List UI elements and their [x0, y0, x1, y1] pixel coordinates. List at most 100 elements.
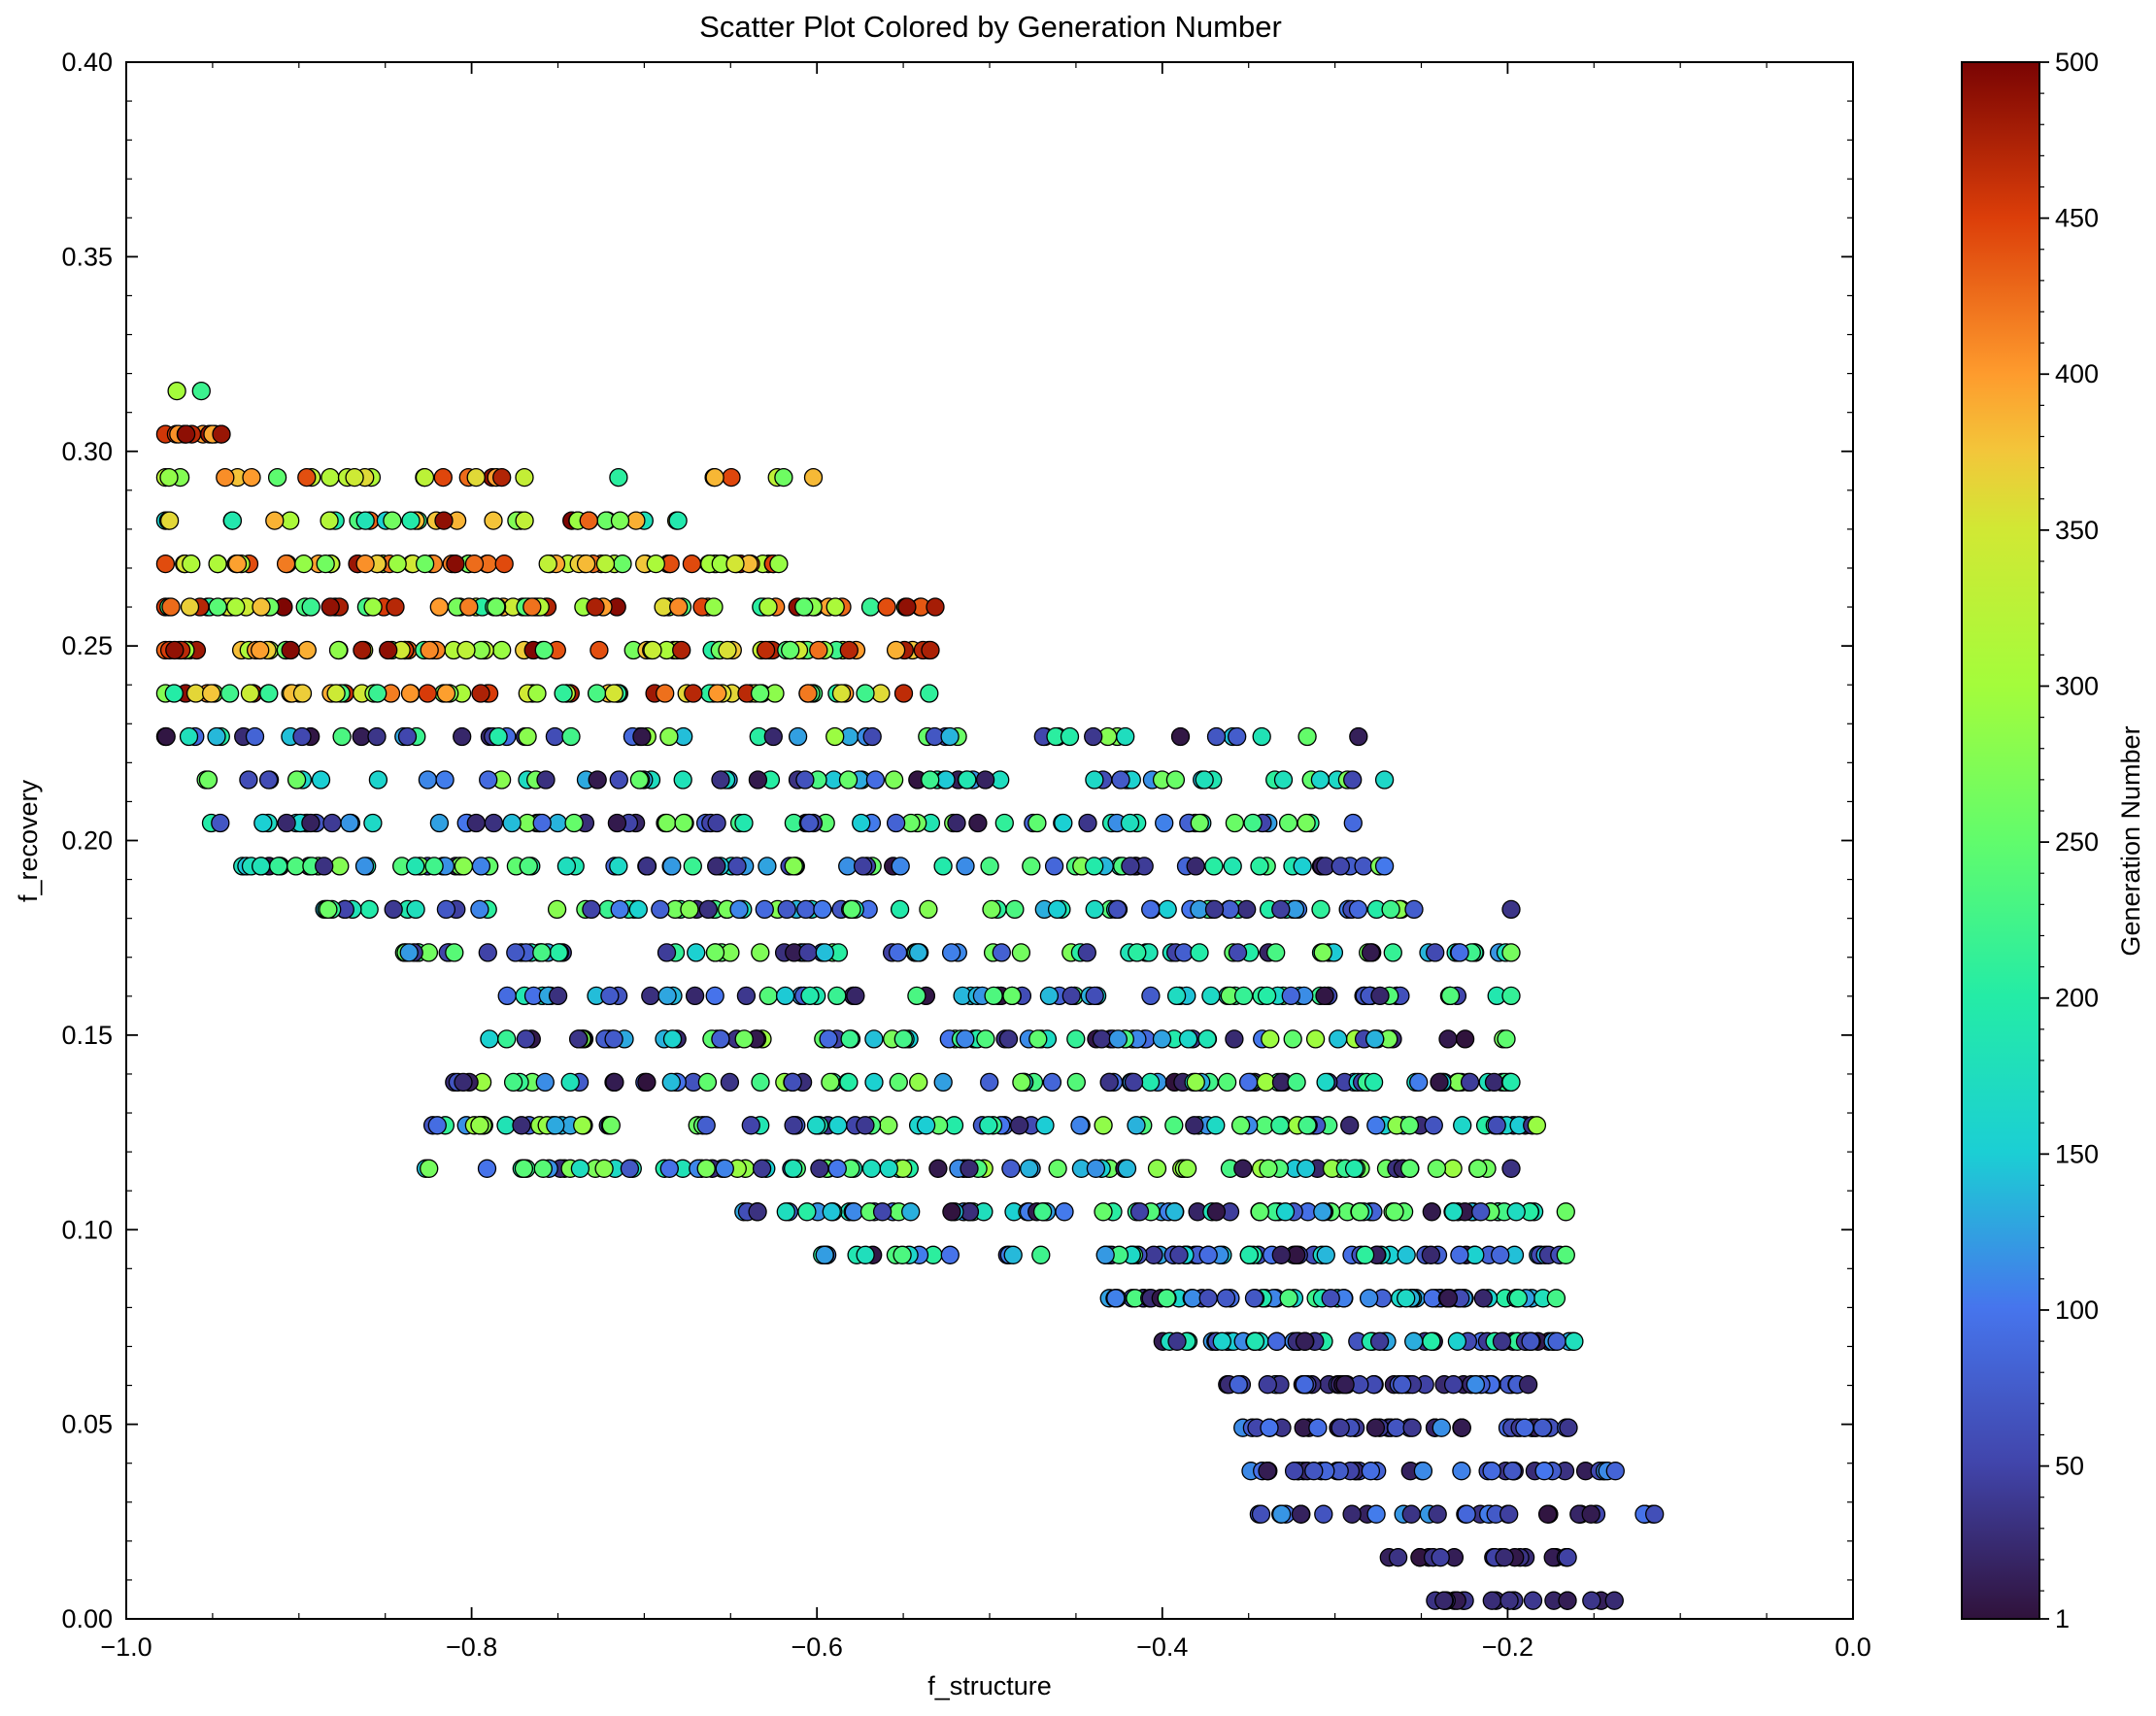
scatter-point [1645, 1504, 1665, 1524]
scatter-point [198, 770, 219, 790]
scatter-point [1001, 1159, 1021, 1178]
scatter-point [1374, 770, 1395, 790]
scatter-point [680, 899, 699, 920]
scatter-point [893, 684, 914, 703]
scatter-point [809, 640, 828, 660]
scatter-point [1424, 1116, 1443, 1135]
scatter-point [277, 813, 296, 833]
scatter-point [484, 813, 504, 833]
scatter-point [1465, 1635, 1483, 1653]
scatter-point [601, 1116, 621, 1135]
scatter-point [705, 943, 725, 962]
scatter-point [1044, 857, 1064, 876]
scatter-point [1266, 1331, 1287, 1351]
scatter-point [326, 684, 346, 703]
scatter-point [1364, 1072, 1384, 1093]
scatter-point [1258, 1462, 1277, 1481]
scatter-point [1107, 899, 1128, 920]
scatter-points [155, 381, 1665, 1653]
scatter-point [928, 1159, 948, 1178]
scatter-point [668, 511, 688, 530]
scatter-point [164, 684, 184, 703]
scatter-point [251, 640, 270, 660]
scatter-point [1005, 899, 1025, 920]
scatter-point [893, 1245, 912, 1264]
scatter-point [907, 986, 926, 1006]
scatter-point [662, 857, 682, 876]
scatter-point [1404, 1331, 1424, 1351]
scatter-point [1402, 1418, 1422, 1437]
scatter-point [185, 684, 206, 703]
scatter-point [1060, 726, 1080, 747]
scatter-point [1095, 1245, 1115, 1264]
scatter-point [1225, 813, 1245, 833]
scatter-point [1452, 1462, 1471, 1481]
scatter-point [1499, 1591, 1519, 1610]
scatter-point [683, 857, 702, 876]
scatter-point [242, 467, 261, 488]
scatter-point [479, 770, 498, 790]
scatter-point [687, 943, 706, 962]
scatter-point [216, 467, 235, 488]
scatter-point [775, 986, 795, 1006]
scatter-point [1534, 1462, 1554, 1481]
scatter-point [301, 813, 320, 833]
scatter-point [536, 770, 556, 790]
scatter-point [1558, 1591, 1577, 1610]
scatter-point [211, 813, 230, 833]
scatter-point [353, 640, 372, 660]
scatter-point [864, 1072, 884, 1093]
scatter-point [1404, 899, 1424, 920]
scatter-point [711, 770, 730, 790]
scatter-point [891, 857, 910, 876]
scatter-point [522, 597, 542, 617]
scatter-point [798, 943, 818, 962]
scatter-point [1297, 813, 1316, 833]
scatter-point [651, 899, 670, 920]
scatter-point [1042, 1072, 1062, 1093]
scatter-point [1271, 1245, 1291, 1264]
scatter-point [1284, 1462, 1304, 1481]
scatter-point [864, 1029, 884, 1049]
scatter-point [901, 1202, 921, 1222]
scatter-point [1195, 770, 1214, 790]
scatter-point [1085, 857, 1104, 876]
scatter-point [897, 597, 917, 617]
scatter-point [1261, 1029, 1280, 1049]
scatter-point [879, 1116, 898, 1135]
scatter-point [696, 1159, 716, 1178]
colorbar-tick-label: 100 [2055, 1295, 2099, 1325]
scatter-point [1185, 1116, 1204, 1135]
scatter-point [697, 1072, 718, 1093]
scatter-point [538, 554, 557, 574]
scatter-point [497, 1029, 517, 1049]
scatter-point [1070, 1116, 1090, 1135]
scatter-point [784, 1116, 803, 1135]
scatter-point [436, 899, 456, 920]
scatter-point [527, 684, 547, 703]
colorbar-tick-label: 500 [2055, 48, 2099, 77]
scatter-point [947, 813, 966, 833]
scatter-point [532, 813, 552, 833]
scatter-point [1066, 1072, 1086, 1093]
scatter-point [415, 554, 435, 574]
scatter-point [1304, 1462, 1324, 1481]
scatter-point [1022, 857, 1041, 876]
scatter-point [1250, 1202, 1269, 1222]
scatter-point [156, 726, 176, 747]
scatter-point [1400, 1159, 1420, 1178]
scatter-point [605, 1072, 624, 1093]
scatter-point [696, 1116, 716, 1135]
scatter-point [1492, 1331, 1512, 1351]
scatter-point [799, 813, 820, 833]
scatter-point [921, 640, 940, 660]
scatter-point [982, 899, 1001, 920]
scatter-point [519, 857, 538, 876]
scatter-point [1243, 813, 1263, 833]
scatter-point [1127, 1116, 1146, 1135]
scatter-point [1297, 726, 1317, 747]
scatter-point [1355, 1245, 1375, 1264]
scatter-point [1206, 1116, 1226, 1135]
scatter-point [1230, 1116, 1251, 1135]
x-axis-label: f_structure [927, 1671, 1052, 1700]
